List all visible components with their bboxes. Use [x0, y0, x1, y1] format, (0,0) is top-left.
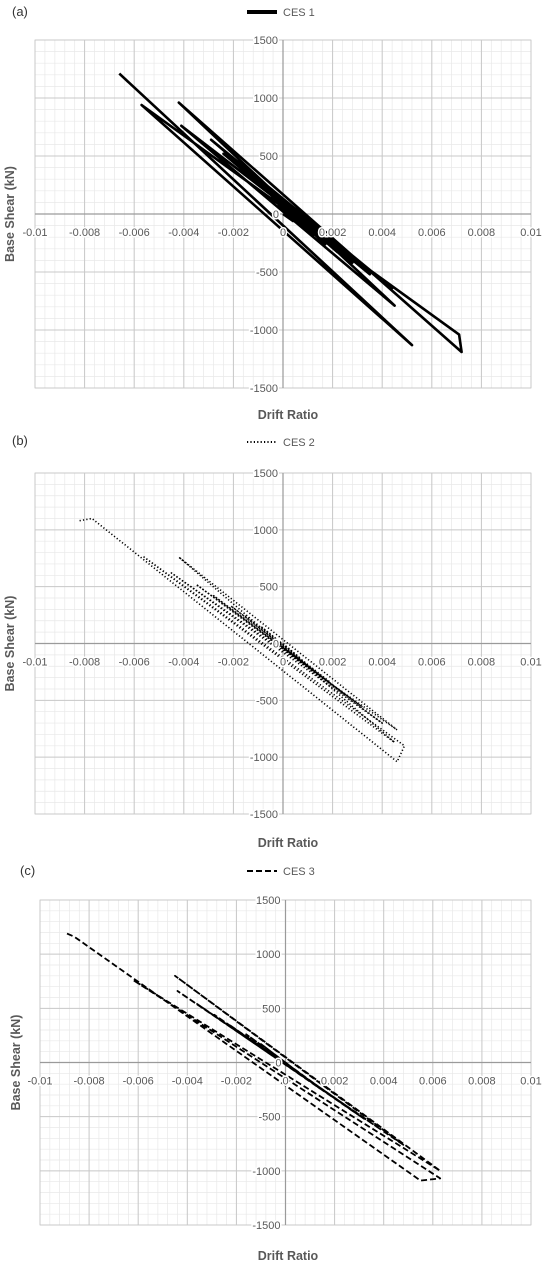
- x-tick-label: 0.008: [468, 1076, 496, 1088]
- x-tick-label: 0.01: [520, 1076, 541, 1088]
- x-tick-label: 0: [282, 1076, 288, 1088]
- x-tick-label: 0.008: [468, 657, 496, 669]
- x-tick-label: -0.01: [22, 657, 47, 669]
- x-tick-label: 0.006: [419, 1076, 447, 1088]
- x-tick-label: -0.004: [168, 657, 199, 669]
- y-tick-label: 500: [260, 151, 278, 163]
- x-tick-label: 0.002: [319, 227, 347, 239]
- y-tick-label: 1000: [256, 949, 280, 961]
- y-tick-label: -1000: [250, 325, 278, 337]
- x-tick-label: -0.004: [172, 1076, 203, 1088]
- x-tick-label: -0.008: [69, 657, 100, 669]
- y-tick-label: -500: [256, 695, 278, 707]
- x-tick-label: -0.006: [123, 1076, 154, 1088]
- x-tick-label: 0.006: [418, 227, 446, 239]
- series-line-ces-2: [79, 517, 406, 763]
- y-tick-label: 1000: [254, 93, 278, 105]
- x-axis-title: Drift Ratio: [258, 1249, 319, 1263]
- x-tick-label: 0.002: [321, 1076, 349, 1088]
- y-tick-label: -1500: [252, 1220, 280, 1232]
- x-tick-label: -0.004: [168, 227, 199, 239]
- series-line-ces-3: [66, 932, 442, 1182]
- legend: CES 2: [247, 437, 315, 449]
- x-tick-label: 0.004: [368, 657, 396, 669]
- y-tick-label: 1500: [256, 895, 280, 907]
- y-tick-label: -500: [256, 267, 278, 279]
- legend-label: CES 2: [283, 437, 315, 449]
- x-tick-label: -0.006: [119, 227, 150, 239]
- legend-label: CES 3: [283, 866, 315, 878]
- x-tick-label: -0.006: [119, 657, 150, 669]
- panel-label: (b): [12, 433, 28, 448]
- y-tick-label: -500: [258, 1112, 280, 1124]
- x-tick-label: 0.008: [468, 227, 496, 239]
- x-tick-label: -0.008: [69, 227, 100, 239]
- chart-panel-c: -0.01 -0.008 -0.006 -0.004 -0.002 0 0.002 0.004…: [0, 856, 550, 1277]
- y-tick-label: 500: [260, 582, 278, 594]
- x-tick-label: 0.01: [520, 227, 541, 239]
- y-axis-title: Base Shear (kN): [9, 1015, 23, 1111]
- x-tick-label: 0.004: [368, 227, 396, 239]
- y-tick-label: 1000: [254, 525, 278, 537]
- panel-label: (c): [20, 863, 35, 878]
- chart-svg: -0.01 -0.008 -0.006 -0.004 -0.002 0 0.002 0.004…: [3, 433, 543, 850]
- x-tick-label: -0.002: [218, 227, 249, 239]
- y-tick-label: 1500: [254, 468, 278, 480]
- chart-svg: -0.01 -0.008 -0.006 -0.004 -0.002 0 0.002 0.004…: [9, 863, 543, 1263]
- y-axis-title: Base Shear (kN): [3, 596, 17, 692]
- y-tick-label: -1000: [252, 1166, 280, 1178]
- x-tick-label: 0: [280, 227, 286, 239]
- x-tick-label: 0: [280, 657, 286, 669]
- x-axis-title: Drift Ratio: [258, 408, 319, 422]
- legend-label: CES 1: [283, 7, 315, 19]
- x-tick-label: -0.01: [22, 227, 47, 239]
- chart-panel-b: -0.01 -0.008 -0.006 -0.004 -0.002 0 0.002 0.004…: [0, 428, 550, 856]
- x-tick-label: 0.006: [418, 657, 446, 669]
- y-tick-label: 0: [275, 1058, 281, 1070]
- x-tick-label: -0.01: [27, 1076, 52, 1088]
- y-tick-label: 1500: [254, 35, 278, 47]
- chart-panel-a: -0.01 -0.008 -0.006 -0.004 -0.002 0 0.002 0.004…: [0, 0, 550, 428]
- x-tick-label: 0.01: [520, 657, 541, 669]
- y-tick-label: -1500: [250, 383, 278, 395]
- legend: CES 1: [247, 7, 315, 19]
- panel-label: (a): [12, 4, 28, 19]
- x-tick-label: 0.002: [319, 657, 347, 669]
- x-tick-label: -0.002: [218, 657, 249, 669]
- x-tick-label: 0.004: [370, 1076, 398, 1088]
- legend: CES 3: [247, 866, 315, 878]
- y-tick-label: -1500: [250, 809, 278, 821]
- series-line-ces-1: [118, 72, 463, 354]
- y-tick-label: 500: [262, 1003, 280, 1015]
- chart-svg: -0.01 -0.008 -0.006 -0.004 -0.002 0 0.002 0.004…: [3, 4, 543, 422]
- x-tick-label: -0.008: [73, 1076, 104, 1088]
- x-axis-title: Drift Ratio: [258, 836, 319, 850]
- y-tick-label: 0: [273, 639, 279, 651]
- y-axis-title: Base Shear (kN): [3, 166, 17, 262]
- y-tick-label: -1000: [250, 752, 278, 764]
- x-tick-label: -0.002: [221, 1076, 252, 1088]
- y-tick-label: 0: [273, 209, 279, 221]
